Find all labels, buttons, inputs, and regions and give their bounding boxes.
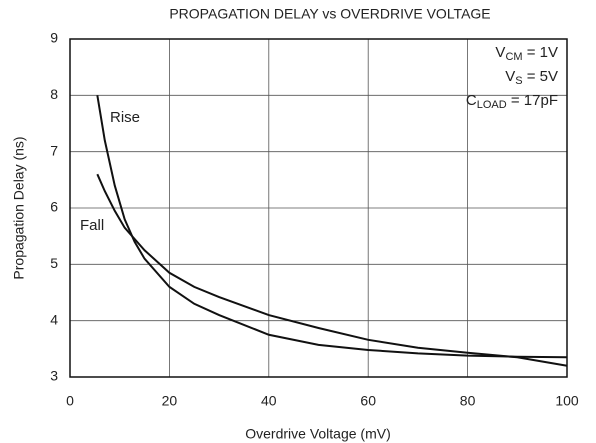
y-tick-label: 6 — [50, 199, 58, 215]
condition-label: VCM = 1V — [495, 44, 558, 63]
plot-frame — [69, 38, 568, 378]
condition-value: = 17pF — [507, 92, 558, 109]
y-tick-label: 4 — [50, 311, 58, 327]
x-tick-label: 80 — [460, 393, 476, 409]
y-tick-label: 7 — [50, 142, 58, 158]
condition-subscript: S — [515, 75, 522, 87]
x-tick-label: 40 — [261, 393, 277, 409]
x-tick-label: 60 — [360, 393, 376, 409]
y-axis-label: Propagation Delay (ns) — [11, 136, 27, 279]
condition-label: VS = 5V — [505, 68, 558, 87]
line-series — [96, 173, 568, 367]
condition-value: = 1V — [523, 44, 558, 61]
condition-symbol: V — [495, 44, 505, 61]
chart-title: PROPAGATION DELAY vs OVERDRIVE VOLTAGE — [169, 6, 490, 22]
y-tick-label: 9 — [50, 30, 58, 46]
condition-symbol: C — [466, 92, 477, 109]
x-tick-label: 20 — [162, 393, 178, 409]
x-tick-label: 100 — [555, 393, 579, 409]
condition-symbol: V — [505, 68, 515, 85]
line-series — [96, 95, 568, 359]
condition-subscript: LOAD — [477, 99, 507, 111]
series-label: Fall — [80, 217, 104, 234]
y-tick-label: 5 — [50, 255, 58, 271]
condition-value: = 5V — [523, 68, 558, 85]
series-label: Rise — [110, 109, 140, 126]
x-axis-label: Overdrive Voltage (mV) — [245, 426, 391, 442]
condition-label: CLOAD = 17pF — [466, 92, 558, 111]
condition-subscript: CM — [505, 51, 522, 63]
y-tick-label: 3 — [50, 368, 58, 384]
x-tick-label: 0 — [66, 393, 74, 409]
y-tick-label: 8 — [50, 86, 58, 102]
